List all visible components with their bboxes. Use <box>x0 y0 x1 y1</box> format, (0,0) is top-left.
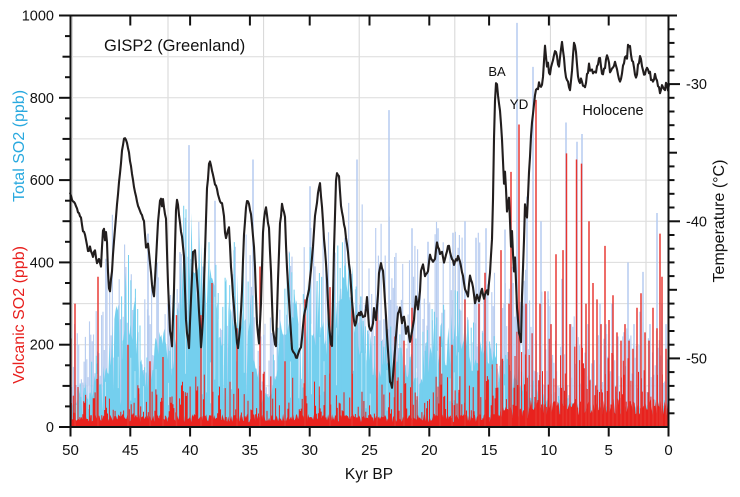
svg-text:Temperature (°C): Temperature (°C) <box>711 160 728 283</box>
svg-text:Kyr BP: Kyr BP <box>345 466 393 483</box>
svg-text:-40: -40 <box>686 214 707 230</box>
svg-text:GISP2 (Greenland): GISP2 (Greenland) <box>104 37 245 55</box>
svg-text:40: 40 <box>182 442 199 459</box>
svg-text:200: 200 <box>30 338 54 354</box>
svg-text:0: 0 <box>664 442 672 459</box>
svg-text:1000: 1000 <box>22 9 54 25</box>
svg-text:5: 5 <box>605 442 613 459</box>
svg-text:Total SO2 (ppb): Total SO2 (ppb) <box>11 90 28 202</box>
svg-text:600: 600 <box>30 173 54 189</box>
svg-text:Holocene: Holocene <box>582 103 643 119</box>
svg-text:Volcanic SO2 (ppb): Volcanic SO2 (ppb) <box>11 246 28 384</box>
svg-text:YD: YD <box>510 97 529 112</box>
svg-text:25: 25 <box>361 442 378 459</box>
svg-text:BA: BA <box>488 64 506 79</box>
svg-text:35: 35 <box>242 442 259 459</box>
svg-text:20: 20 <box>421 442 438 459</box>
svg-text:30: 30 <box>301 442 318 459</box>
svg-text:400: 400 <box>30 255 54 271</box>
svg-text:10: 10 <box>541 442 558 459</box>
svg-text:0: 0 <box>46 420 54 436</box>
svg-text:50: 50 <box>62 442 79 459</box>
svg-text:800: 800 <box>30 91 54 107</box>
svg-text:45: 45 <box>122 442 139 459</box>
svg-text:-50: -50 <box>686 351 707 367</box>
svg-text:15: 15 <box>481 442 498 459</box>
svg-text:-30: -30 <box>686 77 707 93</box>
